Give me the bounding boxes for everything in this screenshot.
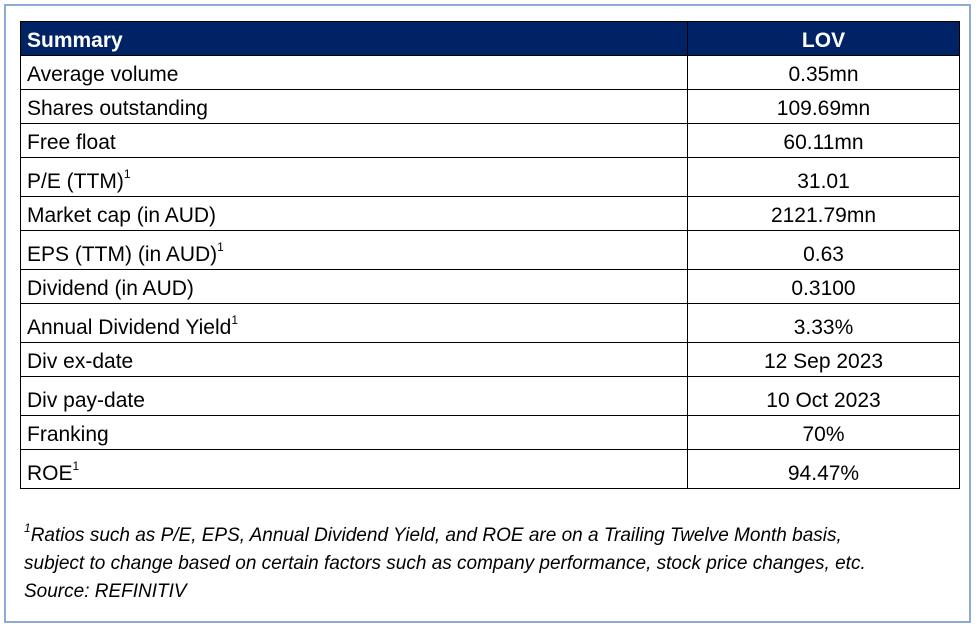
footnote-marker: 1 — [217, 240, 224, 254]
header-ticker: LOV — [687, 21, 960, 56]
summary-table: Summary LOV Average volume 0.35mn Shares… — [20, 21, 960, 489]
row-label: Franking — [20, 415, 688, 450]
table-row: Free float 60.11mn — [20, 123, 960, 158]
footnote-line-2: subject to change based on certain facto… — [24, 553, 866, 574]
row-value: 12 Sep 2023 — [687, 342, 960, 377]
table-row: Average volume 0.35mn — [20, 55, 960, 90]
table-row: Dividend (in AUD) 0.3100 — [20, 269, 960, 304]
table-row: Annual Dividend Yield1 3.33% — [20, 303, 960, 343]
table-row: Div pay-date 10 Oct 2023 — [20, 376, 960, 416]
row-label: Div ex-date — [20, 342, 688, 377]
footnote-block: 1Ratios such as P/E, EPS, Annual Dividen… — [24, 522, 964, 606]
row-label: Average volume — [20, 55, 688, 90]
table-row: Franking 70% — [20, 415, 960, 450]
row-value: 0.3100 — [687, 269, 960, 304]
row-value: 0.35mn — [687, 55, 960, 90]
table-row: Div ex-date 12 Sep 2023 — [20, 342, 960, 377]
row-value: 60.11mn — [687, 123, 960, 158]
table-row: ROE1 94.47% — [20, 449, 960, 489]
row-label: Shares outstanding — [20, 89, 688, 124]
row-value: 94.47% — [687, 449, 960, 489]
header-label: Summary — [20, 21, 688, 56]
row-label: Free float — [20, 123, 688, 158]
footnote-marker: 1 — [123, 167, 131, 181]
row-value: 109.69mn — [687, 89, 960, 124]
row-value: 31.01 — [687, 157, 960, 197]
row-value: 3.33% — [687, 303, 960, 343]
row-label: Div pay-date — [20, 376, 688, 416]
row-value: 2121.79mn — [687, 196, 960, 231]
row-label: Market cap (in AUD) — [20, 196, 688, 231]
table-row: EPS (TTM) (in AUD)1 0.63 — [20, 230, 960, 270]
table-row: Market cap (in AUD) 2121.79mn — [20, 196, 960, 231]
row-value: 10 Oct 2023 — [687, 376, 960, 416]
footnote-marker: 1 — [231, 313, 238, 327]
table-header-row: Summary LOV — [20, 21, 960, 56]
row-label: ROE1 — [20, 449, 688, 489]
row-label: Annual Dividend Yield1 — [20, 303, 688, 343]
row-label: Dividend (in AUD) — [20, 269, 688, 304]
source-note: Source: REFINITIV — [24, 581, 187, 602]
row-value: 0.63 — [687, 230, 960, 270]
footnote-marker: 1 — [72, 459, 80, 473]
row-label: P/E (TTM)1 — [20, 157, 688, 197]
summary-panel: Summary LOV Average volume 0.35mn Shares… — [4, 4, 971, 623]
table-row: P/E (TTM)1 31.01 — [20, 157, 960, 197]
footnote-line-1: 1Ratios such as P/E, EPS, Annual Dividen… — [24, 521, 842, 546]
row-value: 70% — [687, 415, 960, 450]
footnote-marker: 1 — [24, 521, 31, 535]
row-label: EPS (TTM) (in AUD)1 — [20, 230, 688, 270]
table-row: Shares outstanding 109.69mn — [20, 89, 960, 124]
